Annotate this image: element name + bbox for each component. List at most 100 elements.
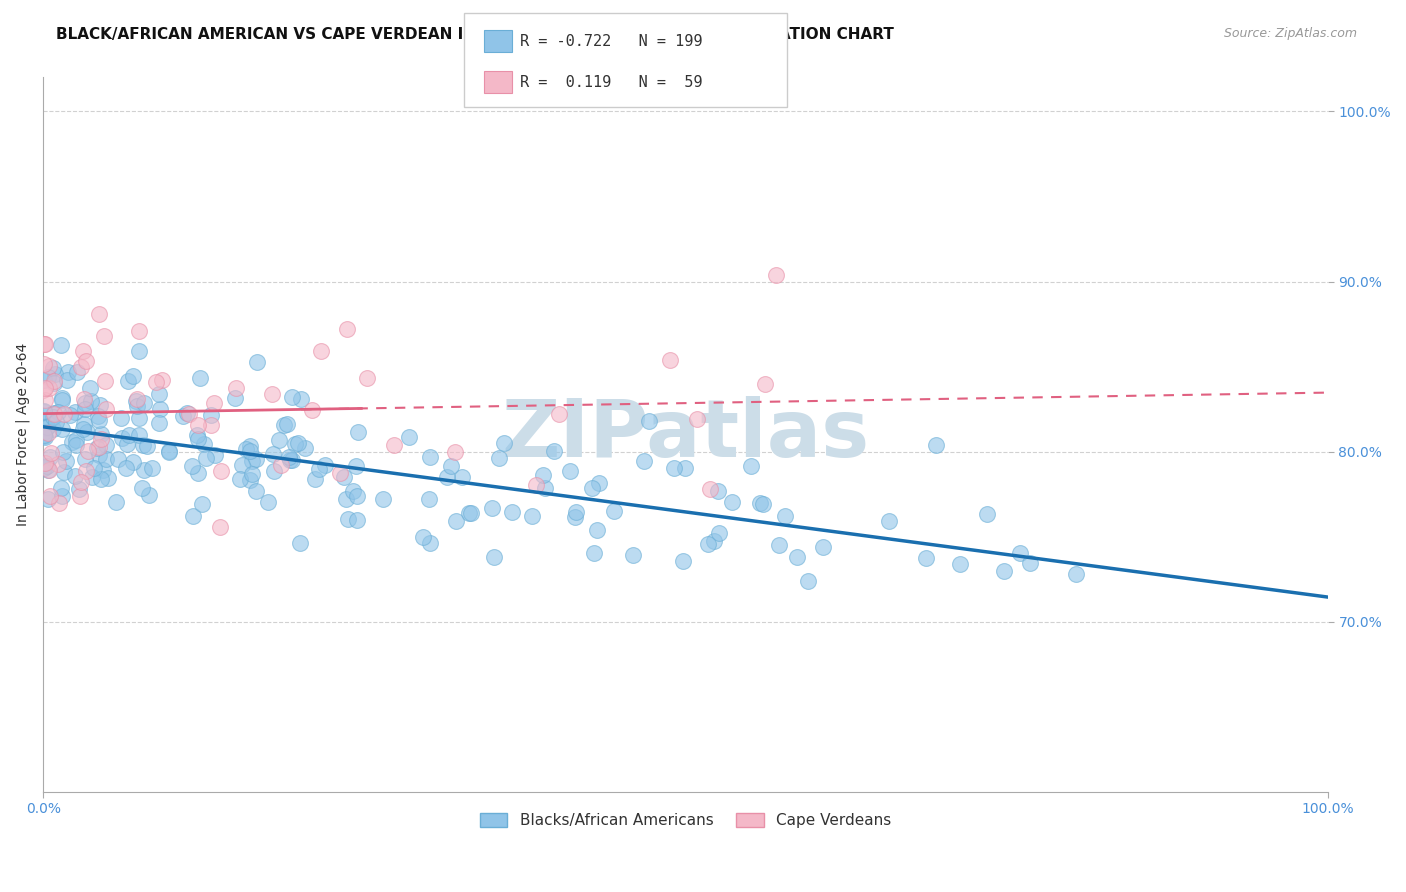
Point: [346, 513, 368, 527]
Point: [63, 405, 86, 419]
Point: [38, 381, 60, 395]
Point: [94, 402, 117, 417]
Point: [87, 307, 110, 321]
Point: [976, 507, 998, 521]
Point: [187, 432, 209, 446]
Point: [176, 406, 198, 420]
Point: [128, 428, 150, 442]
Y-axis label: In Labor Force | Age 20-64: In Labor Force | Age 20-64: [15, 343, 30, 526]
Point: [90, 426, 112, 441]
Point: [52, 444, 75, 458]
Point: [128, 324, 150, 338]
Point: [72, 343, 94, 358]
Point: [34, 392, 56, 407]
Point: [117, 374, 139, 388]
Point: [44, 415, 66, 429]
Point: [93, 463, 115, 477]
Point: [602, 504, 624, 518]
Point: [488, 450, 510, 465]
Point: [177, 407, 200, 421]
Point: [136, 439, 159, 453]
Point: [1018, 556, 1040, 570]
Point: [76, 425, 98, 439]
Point: [93, 329, 115, 343]
Point: [150, 373, 173, 387]
Point: [993, 564, 1015, 578]
Point: [87, 448, 110, 462]
Point: [159, 444, 181, 458]
Point: [588, 475, 610, 490]
Point: [524, 478, 547, 492]
Point: [35, 459, 58, 474]
Point: [231, 458, 253, 473]
Point: [270, 458, 292, 473]
Text: BLACK/AFRICAN AMERICAN VS CAPE VERDEAN IN LABOR FORCE | AGE 20-64 CORRELATION CH: BLACK/AFRICAN AMERICAN VS CAPE VERDEAN I…: [56, 27, 894, 43]
Point: [294, 441, 316, 455]
Point: [75, 464, 97, 478]
Point: [228, 472, 250, 486]
Point: [740, 459, 762, 474]
Point: [34, 381, 56, 395]
Point: [86, 441, 108, 455]
Point: [749, 496, 772, 510]
Point: [42, 422, 65, 436]
Point: [245, 451, 267, 466]
Point: [581, 481, 603, 495]
Point: [52, 407, 75, 421]
Text: ZIPatlas: ZIPatlas: [502, 396, 870, 474]
Point: [125, 399, 148, 413]
Point: [224, 392, 246, 406]
Point: [344, 459, 367, 474]
Point: [75, 353, 97, 368]
Point: [56, 365, 79, 379]
Point: [94, 438, 117, 452]
Point: [104, 494, 127, 508]
Point: [37, 492, 59, 507]
Point: [1064, 567, 1087, 582]
Point: [55, 454, 77, 468]
Point: [188, 371, 211, 385]
Point: [89, 412, 111, 426]
Point: [191, 497, 214, 511]
Point: [458, 506, 481, 520]
Point: [72, 417, 94, 432]
Point: [80, 470, 103, 484]
Point: [301, 403, 323, 417]
Point: [565, 505, 588, 519]
Point: [42, 407, 65, 421]
Point: [38, 450, 60, 464]
Point: [522, 508, 544, 523]
Point: [419, 536, 441, 550]
Point: [73, 392, 96, 406]
Point: [949, 558, 972, 572]
Point: [51, 422, 73, 436]
Point: [66, 365, 89, 379]
Point: [412, 530, 434, 544]
Point: [586, 523, 609, 537]
Point: [90, 472, 112, 486]
Point: [697, 537, 720, 551]
Point: [492, 435, 515, 450]
Point: [703, 533, 725, 548]
Point: [38, 463, 60, 477]
Point: [187, 418, 209, 433]
Point: [118, 427, 141, 442]
Point: [308, 462, 330, 476]
Point: [621, 549, 644, 563]
Point: [73, 396, 96, 410]
Text: Source: ZipAtlas.com: Source: ZipAtlas.com: [1223, 27, 1357, 40]
Point: [148, 417, 170, 431]
Point: [773, 509, 796, 524]
Point: [122, 455, 145, 469]
Point: [235, 442, 257, 456]
Point: [79, 382, 101, 396]
Point: [52, 465, 75, 479]
Point: [128, 344, 150, 359]
Point: [304, 472, 326, 486]
Point: [673, 461, 696, 475]
Point: [246, 354, 269, 368]
Point: [287, 436, 309, 450]
Point: [262, 447, 284, 461]
Point: [637, 414, 659, 428]
Point: [87, 409, 110, 423]
